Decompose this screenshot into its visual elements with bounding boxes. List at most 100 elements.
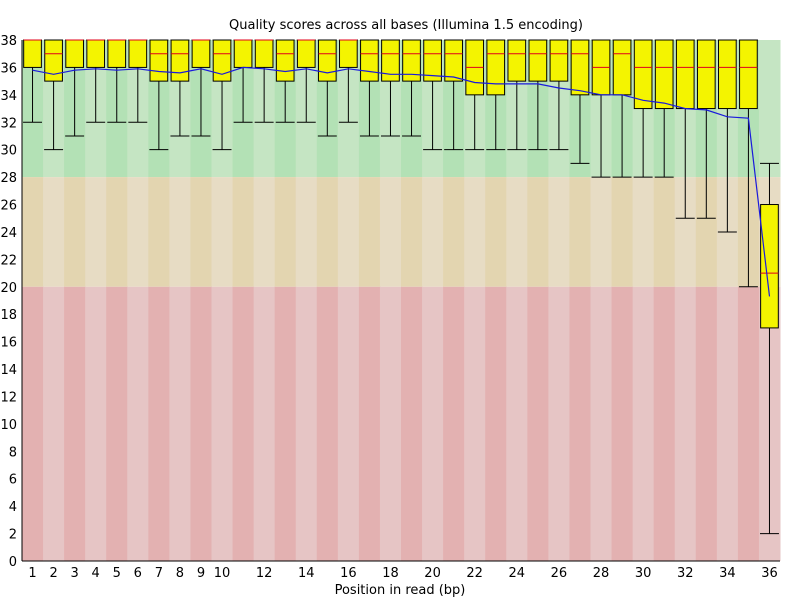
box <box>570 39 590 96</box>
box <box>633 39 653 110</box>
zone-poor-stripe <box>485 286 507 561</box>
box <box>233 39 253 68</box>
zone-poor-stripe <box>443 286 465 561</box>
zone-reasonable-stripe <box>632 177 655 287</box>
zone-poor-stripe <box>64 286 86 561</box>
zone-poor-stripe <box>337 286 360 561</box>
box <box>317 39 337 82</box>
box <box>739 39 758 110</box>
zone-reasonable-stripe <box>464 177 486 287</box>
zone-reasonable-stripe <box>85 177 107 287</box>
axes-layer <box>21 40 780 562</box>
box <box>170 39 190 82</box>
zone-poor-stripe <box>190 286 212 561</box>
zone-reasonable-stripe <box>274 177 297 287</box>
box <box>528 39 548 82</box>
zone-reasonable-stripe <box>64 177 86 287</box>
zone-reasonable-stripe <box>401 177 423 287</box>
zone-poor-stripe <box>253 286 276 561</box>
zone-poor-stripe <box>106 286 128 561</box>
zone-poor-stripe <box>169 286 191 561</box>
box <box>402 39 421 82</box>
zone-reasonable-stripe <box>527 177 549 287</box>
zone-reasonable-stripe <box>653 177 676 287</box>
box <box>760 204 779 329</box>
x-tick-label: 28 <box>593 566 610 581</box>
x-tick-label: 36 <box>761 566 778 581</box>
x-tick-label: 24 <box>509 566 526 581</box>
zone-poor-stripe <box>611 286 634 561</box>
y-tick-label: 14 <box>0 363 17 378</box>
y-tick-label: 4 <box>9 500 17 515</box>
zone-poor-stripe <box>274 286 297 561</box>
zone-reasonable-stripe <box>569 177 591 287</box>
x-tick-label: 1 <box>28 566 36 581</box>
x-tick-label: 34 <box>719 566 736 581</box>
box <box>44 39 63 82</box>
box <box>718 39 737 110</box>
zone-poor-stripe <box>674 286 697 561</box>
box <box>212 39 232 82</box>
x-axis-label: Position in read (bp) <box>335 583 466 598</box>
boxes-layer <box>23 39 779 329</box>
y-tick-label: 20 <box>0 281 17 296</box>
zone-reasonable-stripe <box>253 177 276 287</box>
box <box>107 39 127 68</box>
box <box>128 39 148 68</box>
zone-poor-stripe <box>548 286 570 561</box>
x-tick-label: 9 <box>197 566 205 581</box>
zone-reasonable-stripe <box>232 177 255 287</box>
zone-reasonable-stripe <box>674 177 697 287</box>
zone-poor-stripe <box>653 286 676 561</box>
zone-poor-stripe <box>316 286 339 561</box>
box <box>507 39 527 82</box>
zone-reasonable-stripe <box>590 177 613 287</box>
chart-title: Quality scores across all bases (Illumin… <box>229 18 583 33</box>
zone-reasonable-stripe <box>358 177 381 287</box>
y-tick-label: 28 <box>0 171 17 186</box>
zone-poor-stripe <box>422 286 444 561</box>
y-tick-label: 34 <box>0 89 17 104</box>
box <box>381 39 400 82</box>
zone-poor-stripe <box>22 286 44 561</box>
box <box>696 39 716 110</box>
x-tick-label: 3 <box>70 566 78 581</box>
zone-reasonable-stripe <box>506 177 528 287</box>
x-tick-label: 26 <box>551 566 568 581</box>
x-tick-label: 30 <box>635 566 652 581</box>
zone-poor-stripe <box>590 286 613 561</box>
zone-reasonable-stripe <box>337 177 360 287</box>
zone-poor-stripe <box>716 286 739 561</box>
zone-reasonable-stripe <box>169 177 191 287</box>
zone-reasonable-stripe <box>485 177 507 287</box>
zone-reasonable-stripe <box>190 177 212 287</box>
x-tick-label: 8 <box>176 566 184 581</box>
zone-poor-stripe <box>211 286 234 561</box>
zone-poor-stripe <box>632 286 655 561</box>
zone-poor-stripe <box>148 286 170 561</box>
y-tick-label: 18 <box>0 308 17 323</box>
box <box>65 39 84 68</box>
y-tick-label: 24 <box>0 226 17 241</box>
x-tick-label: 16 <box>340 566 357 581</box>
x-tick-label: 22 <box>466 566 483 581</box>
x-tick-label: 32 <box>677 566 694 581</box>
zone-reasonable-stripe <box>611 177 634 287</box>
x-tick-label: 4 <box>92 566 100 581</box>
x-tick-label: 5 <box>113 566 121 581</box>
zone-reasonable-stripe <box>422 177 444 287</box>
box <box>612 39 632 96</box>
zone-poor-stripe <box>695 286 718 561</box>
x-tick-labels: 1 2 3 4 5 6 7 8 9 10 12 14 16 18 20 22 24 26 28 30 32 34 36 <box>28 566 777 581</box>
box <box>360 39 379 82</box>
box <box>486 39 506 96</box>
zone-poor-stripe <box>737 286 760 561</box>
zone-reasonable-stripe <box>695 177 718 287</box>
x-tick-label: 10 <box>214 566 231 581</box>
zone-poor-stripe <box>232 286 255 561</box>
y-tick-label: 38 <box>0 34 17 49</box>
zone-reasonable-stripe <box>127 177 149 287</box>
zone-reasonable-stripe <box>548 177 570 287</box>
zone-poor-stripe <box>506 286 528 561</box>
